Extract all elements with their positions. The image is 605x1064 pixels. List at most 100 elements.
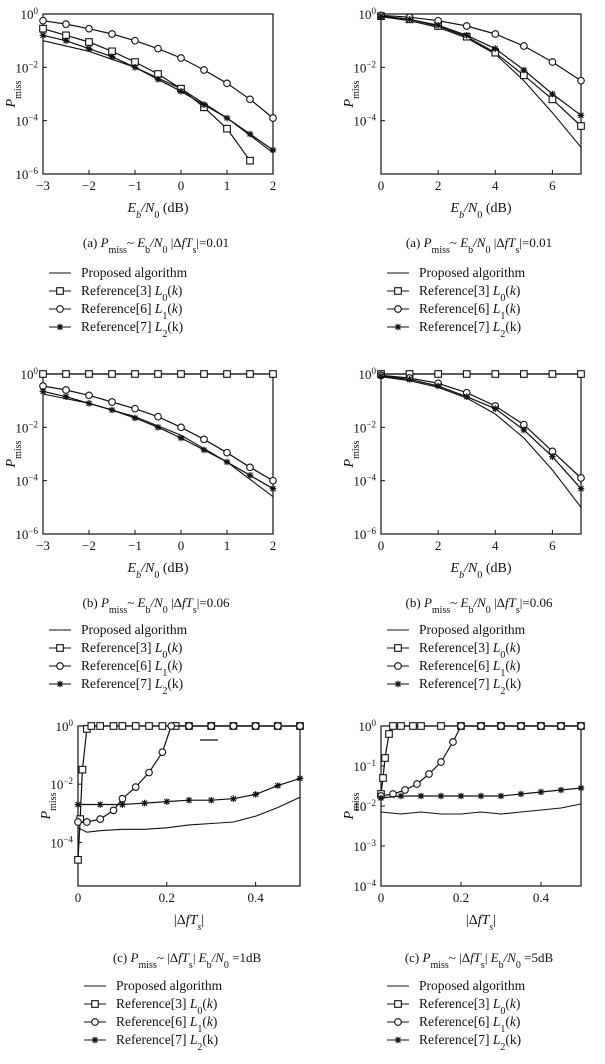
- data-point: [200, 101, 208, 108]
- series-line: [380, 375, 582, 490]
- panel-caption: (a) Pmiss~ Eb/N0 |ΔfTs|=0.01: [83, 235, 229, 256]
- data-point: [39, 370, 47, 378]
- x-tick-label: 0: [178, 538, 185, 553]
- series-line: [380, 376, 582, 508]
- data-point: [131, 414, 139, 422]
- data-point: [379, 774, 387, 782]
- chart-panel-c-right: 0 0.2 0.4 100 10−1 10−2 10−3 10−4 Pmiss |ΔfTs| (c)…: [342, 718, 585, 1053]
- data-point: [223, 458, 231, 466]
- x-tick-label: 4: [492, 538, 499, 553]
- y-axis-label: Pmiss: [342, 80, 362, 108]
- data-point: [200, 446, 208, 454]
- panel-caption: (c) Pmiss~ |ΔfTs| Eb/N0 =5dB: [405, 950, 554, 971]
- x-tick-label: 1: [224, 178, 231, 193]
- data-point: [397, 722, 405, 730]
- series-line: [77, 796, 301, 833]
- legend-entry-text: Reference[7] L2(k): [419, 319, 521, 340]
- legend-entry-text: Reference[7] L2(k): [81, 319, 183, 340]
- panel-caption: (a) Pmiss~ Eb/N0 |ΔfTs|=0.01: [406, 235, 552, 256]
- legend-entry-text: Proposed algorithm: [81, 622, 188, 637]
- series-proposed: [380, 803, 582, 815]
- data-point: [78, 765, 87, 774]
- plot-frame: [42, 373, 274, 535]
- data-point: [457, 722, 465, 730]
- data-point: [83, 818, 91, 826]
- y-axis-label-text: Pmiss: [342, 792, 362, 820]
- data-point: [145, 722, 153, 730]
- legend-marker: [394, 323, 402, 331]
- data-point: [252, 791, 259, 798]
- x-tick-label: 2: [435, 178, 442, 193]
- data-point: [577, 122, 585, 130]
- data-point: [434, 382, 442, 390]
- legend-entry-text: Proposed algorithm: [81, 265, 188, 280]
- y-axis-label-text: Pmiss: [342, 440, 362, 468]
- y-tick-label: 10−6: [353, 526, 376, 542]
- x-tick-label: 0.4: [247, 890, 264, 905]
- series-line: [380, 15, 582, 116]
- data-point: [463, 32, 471, 39]
- y-tick-label: 100: [359, 366, 377, 382]
- legend-entry-text: Reference[3] L0(k): [81, 640, 182, 661]
- x-tick-label: −3: [36, 178, 50, 193]
- data-point: [491, 405, 499, 412]
- data-point: [437, 758, 445, 766]
- legend-marker: [56, 644, 64, 652]
- data-point: [108, 53, 116, 60]
- data-point: [491, 370, 500, 378]
- legend-marker: [394, 644, 402, 652]
- data-point: [296, 722, 304, 730]
- data-point: [425, 770, 433, 778]
- data-point: [223, 448, 231, 457]
- legend-entry-text: Reference[3] L0(k): [419, 640, 520, 661]
- panel-caption: (b) Pmiss~ Eb/N0 |ΔfTs|=0.06: [406, 595, 553, 616]
- data-point: [185, 722, 193, 730]
- x-tick-label: 1: [224, 538, 231, 553]
- data-point: [230, 795, 237, 803]
- data-point: [200, 66, 208, 74]
- chart-panel-b-right: 0 2 4 6 100 10−2 10−4 10−6 Pmiss Eb/N0 (dB) (b) Pm…: [342, 366, 585, 697]
- data-point: [577, 784, 585, 792]
- series-circle: [377, 371, 585, 482]
- data-point: [108, 398, 116, 406]
- plot-frame: [380, 13, 582, 175]
- data-point: [223, 114, 231, 122]
- y-axis-label-text: Pmiss: [4, 80, 24, 108]
- data-point: [557, 786, 565, 794]
- y-tick-label: 10−4: [353, 113, 376, 129]
- series-proposed: [42, 40, 274, 154]
- y-tick-label: 100: [359, 6, 377, 22]
- series-line: [380, 725, 581, 797]
- data-point: [477, 792, 485, 800]
- x-tick-label: 0.2: [159, 890, 175, 905]
- x-tick-label: −3: [36, 538, 50, 553]
- series-square: [39, 24, 254, 165]
- chart-panel-a-right: 0 2 4 6 100 10−2 10−4 Pmiss Eb/N0 (dB) (a) Pmiss~…: [342, 6, 585, 340]
- data-point: [269, 476, 277, 485]
- legend-marker: [394, 680, 402, 688]
- x-axis-label: |ΔfTs|: [174, 913, 204, 933]
- series-proposed: [77, 796, 301, 833]
- data-point: [131, 404, 139, 413]
- data-point: [96, 815, 105, 823]
- legend-entry-text: Reference[7] L2(k): [116, 1032, 218, 1053]
- x-tick-label: 0: [378, 890, 385, 905]
- series-circle: [39, 382, 277, 485]
- data-point: [577, 474, 585, 482]
- legend-entry-text: Reference[6] L1(k): [81, 301, 182, 322]
- data-point: [246, 472, 254, 479]
- data-point: [477, 722, 485, 730]
- y-tick-label: 10−2: [353, 59, 376, 75]
- series-line: [42, 28, 251, 162]
- data-point: [131, 370, 139, 378]
- x-axis-label: Eb/N0 (dB): [450, 561, 512, 581]
- x-axis-label: Eb/N0 (dB): [127, 201, 189, 221]
- y-tick-label: 10−4: [353, 473, 376, 489]
- data-point: [517, 722, 525, 730]
- y-tick-label: 100: [21, 366, 39, 382]
- data-point: [557, 722, 565, 730]
- y-axis-label: Pmiss: [4, 440, 24, 468]
- series-line: [77, 725, 300, 860]
- data-point: [154, 370, 162, 378]
- legend-entry-text: Reference[6] L1(k): [419, 1014, 520, 1035]
